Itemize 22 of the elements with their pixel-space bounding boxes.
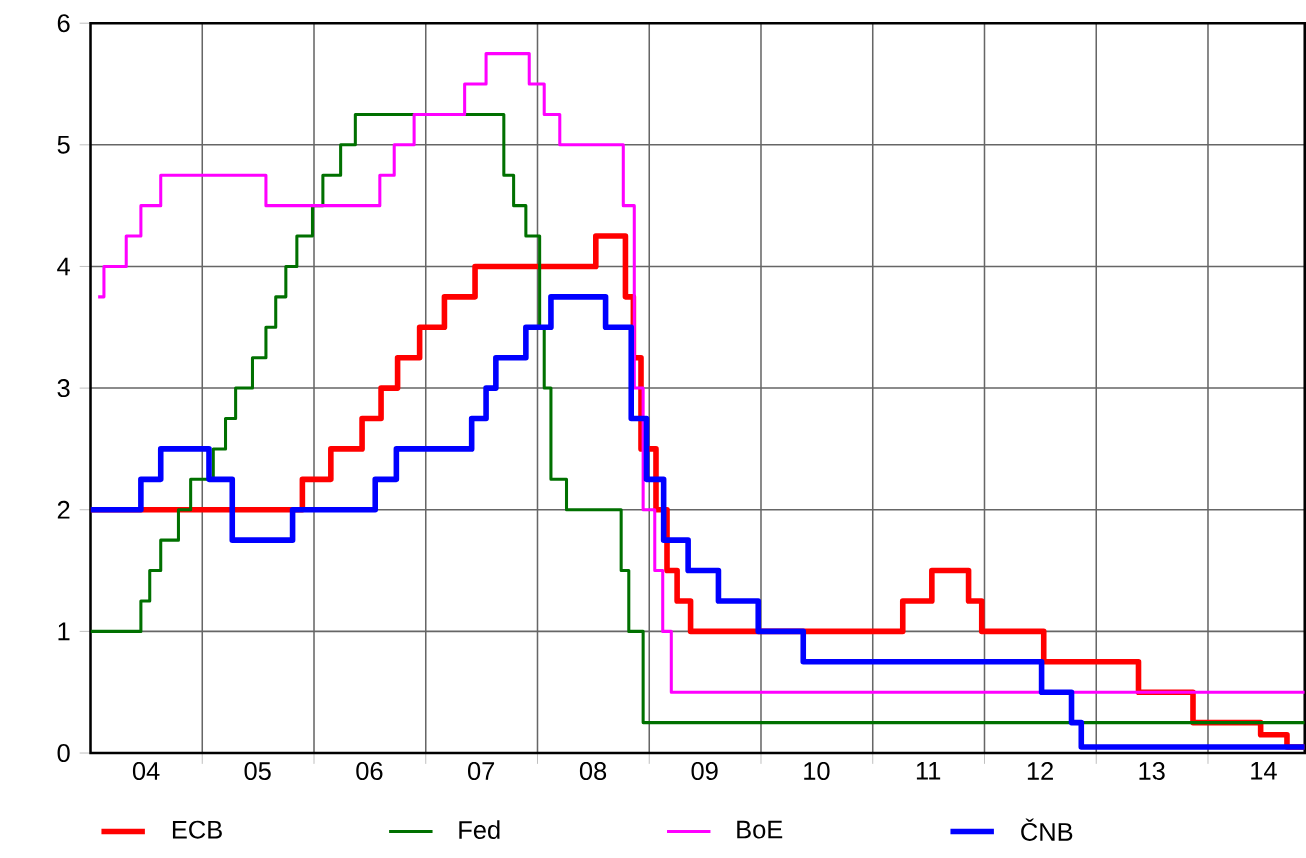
x-tick-label: 09: [691, 762, 718, 781]
x-tick-label: 07: [468, 762, 495, 781]
y-tick-label: 4: [57, 257, 70, 276]
x-tick-label: 05: [244, 762, 271, 781]
x-tick-label: 10: [804, 762, 830, 781]
legend-label: ECB: [172, 820, 222, 839]
y-tick-label: 6: [57, 14, 70, 33]
y-tick-label: 5: [57, 135, 70, 154]
x-tick-label: 11: [916, 761, 941, 780]
x-tick-label: 12: [1027, 762, 1053, 780]
legend-label: Fed: [459, 820, 500, 840]
y-tick-label: 0: [57, 744, 70, 763]
x-tick-label: 08: [579, 762, 607, 781]
legend-label: BoE: [737, 820, 783, 839]
x-tick-label: 06: [356, 762, 383, 781]
x-tick-label: 04: [132, 762, 160, 781]
y-tick-label: 3: [57, 379, 70, 398]
legend-label: ČNB: [1021, 818, 1073, 841]
x-tick-label: 14: [1251, 761, 1277, 780]
y-tick-label: 2: [57, 500, 70, 519]
x-tick-label: 13: [1139, 762, 1165, 781]
y-tick-label: 1: [58, 622, 70, 641]
